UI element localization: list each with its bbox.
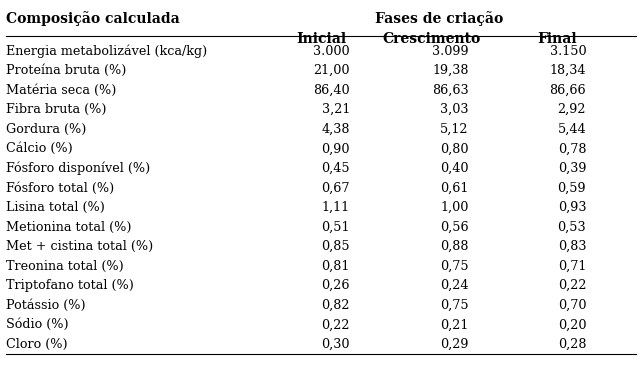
Text: 0,45: 0,45	[321, 162, 350, 175]
Text: 0,24: 0,24	[440, 279, 469, 292]
Text: 0,53: 0,53	[557, 221, 586, 233]
Text: 18,34: 18,34	[550, 64, 586, 77]
Text: 0,75: 0,75	[440, 260, 469, 273]
Text: 21,00: 21,00	[313, 64, 350, 77]
Text: 5,12: 5,12	[440, 123, 469, 136]
Text: 1,11: 1,11	[322, 201, 350, 214]
Text: Met + cistina total (%): Met + cistina total (%)	[6, 240, 153, 253]
Text: 0,21: 0,21	[440, 318, 469, 331]
Text: 0,75: 0,75	[440, 299, 469, 312]
Text: Gordura (%): Gordura (%)	[6, 123, 87, 136]
Text: 0,71: 0,71	[558, 260, 586, 273]
Text: 3.150: 3.150	[550, 45, 586, 58]
Text: 0,28: 0,28	[558, 338, 586, 351]
Text: Composição calculada: Composição calculada	[6, 11, 180, 26]
Text: 0,80: 0,80	[440, 143, 469, 155]
Text: 0,26: 0,26	[322, 279, 350, 292]
Text: 2,92: 2,92	[558, 103, 586, 116]
Text: Metionina total (%): Metionina total (%)	[6, 221, 132, 233]
Text: 5,44: 5,44	[557, 123, 586, 136]
Text: 0,22: 0,22	[322, 318, 350, 331]
Text: 0,83: 0,83	[558, 240, 586, 253]
Text: 0,81: 0,81	[322, 260, 350, 273]
Text: Fósforo disponível (%): Fósforo disponível (%)	[6, 162, 151, 176]
Text: 0,67: 0,67	[322, 182, 350, 194]
Text: 86,66: 86,66	[550, 84, 586, 97]
Text: Potássio (%): Potássio (%)	[6, 299, 86, 312]
Text: Proteína bruta (%): Proteína bruta (%)	[6, 64, 127, 77]
Text: 4,38: 4,38	[322, 123, 350, 136]
Text: 0,30: 0,30	[322, 338, 350, 351]
Text: 0,56: 0,56	[440, 221, 469, 233]
Text: 0,88: 0,88	[440, 240, 469, 253]
Text: 0,59: 0,59	[557, 182, 586, 194]
Text: Triptofano total (%): Triptofano total (%)	[6, 279, 134, 292]
Text: 0,85: 0,85	[321, 240, 350, 253]
Text: 0,39: 0,39	[558, 162, 586, 175]
Text: Treonina total (%): Treonina total (%)	[6, 260, 124, 273]
Text: Inicial: Inicial	[296, 32, 346, 46]
Text: 0,20: 0,20	[558, 318, 586, 331]
Text: 3.099: 3.099	[432, 45, 469, 58]
Text: 19,38: 19,38	[432, 64, 469, 77]
Text: 0,78: 0,78	[558, 143, 586, 155]
Text: 0,61: 0,61	[440, 182, 469, 194]
Text: Cloro (%): Cloro (%)	[6, 338, 68, 351]
Text: Energia metabolizável (kca/kg): Energia metabolizável (kca/kg)	[6, 45, 207, 58]
Text: 0,40: 0,40	[440, 162, 469, 175]
Text: Cálcio (%): Cálcio (%)	[6, 143, 73, 155]
Text: 0,29: 0,29	[440, 338, 469, 351]
Text: 3.000: 3.000	[313, 45, 350, 58]
Text: 0,51: 0,51	[322, 221, 350, 233]
Text: Fibra bruta (%): Fibra bruta (%)	[6, 103, 107, 116]
Text: Fases de criação: Fases de criação	[375, 11, 503, 26]
Text: 0,70: 0,70	[558, 299, 586, 312]
Text: 1,00: 1,00	[440, 201, 469, 214]
Text: Lisina total (%): Lisina total (%)	[6, 201, 105, 214]
Text: Matéria seca (%): Matéria seca (%)	[6, 84, 117, 97]
Text: 0,22: 0,22	[558, 279, 586, 292]
Text: 0,82: 0,82	[322, 299, 350, 312]
Text: 86,40: 86,40	[313, 84, 350, 97]
Text: Crescimento: Crescimento	[382, 32, 481, 46]
Text: 3,03: 3,03	[440, 103, 469, 116]
Text: 0,90: 0,90	[322, 143, 350, 155]
Text: 3,21: 3,21	[322, 103, 350, 116]
Text: Final: Final	[537, 32, 577, 46]
Text: 86,63: 86,63	[432, 84, 469, 97]
Text: 0,93: 0,93	[558, 201, 586, 214]
Text: Fósforo total (%): Fósforo total (%)	[6, 182, 115, 194]
Text: Sódio (%): Sódio (%)	[6, 318, 69, 331]
